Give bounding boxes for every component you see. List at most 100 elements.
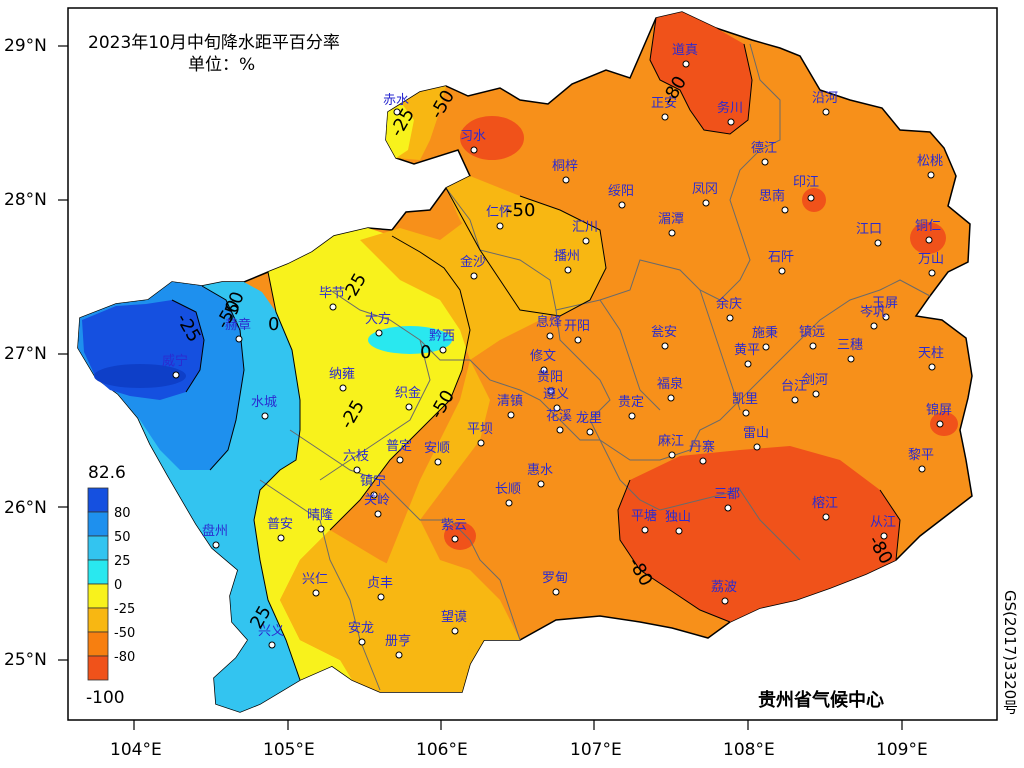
station-marker <box>628 412 636 420</box>
y-tick-label: 29°N <box>4 36 47 56</box>
station-label: 修文 <box>530 349 556 364</box>
station-marker <box>235 335 243 343</box>
station-marker <box>928 363 936 371</box>
station-label: 望谟 <box>441 609 467 625</box>
station-marker <box>668 229 676 237</box>
station-marker <box>552 588 560 596</box>
station-marker <box>556 426 564 434</box>
station-label: 贵定 <box>618 395 644 410</box>
station-label: 威宁 <box>162 353 188 369</box>
station-label: 石阡 <box>768 250 794 265</box>
station-marker <box>668 451 676 459</box>
station-label: 大方 <box>365 311 391 327</box>
station-label: 安龙 <box>348 621 374 636</box>
station-marker <box>496 222 504 230</box>
station-label: 水城 <box>251 395 277 410</box>
station-marker <box>586 428 594 436</box>
station-marker <box>353 466 361 474</box>
legend-level-label: 80 <box>114 506 131 521</box>
legend-max-value: 82.6 <box>88 463 126 483</box>
station-label: 福泉 <box>657 376 683 392</box>
station-label: 毕节 <box>319 286 345 301</box>
station-marker <box>451 535 459 543</box>
station-marker <box>562 176 570 184</box>
station-marker <box>546 332 554 340</box>
station-marker <box>727 118 735 126</box>
contour-lines <box>171 17 901 681</box>
station-label: 正安 <box>651 96 677 111</box>
station-marker <box>661 113 669 121</box>
station-marker <box>395 651 403 659</box>
contour-label: -50 <box>506 200 535 221</box>
station-label: 播州 <box>554 249 580 264</box>
legend-color-box <box>87 487 109 513</box>
station-marker <box>507 411 515 419</box>
zone-minus50-south <box>280 530 470 692</box>
station-label: 罗甸 <box>542 571 568 586</box>
station-label: 黄平 <box>734 343 760 358</box>
x-tick-label: 109°E <box>876 740 928 760</box>
station-marker <box>374 510 382 518</box>
station-label: 册亨 <box>385 633 411 649</box>
zone-cyan-dafang <box>368 326 452 354</box>
axis-ticks <box>58 45 903 730</box>
station-label: 玉屏 <box>872 296 898 311</box>
legend-color-box <box>87 511 109 537</box>
station-label: 织金 <box>395 385 421 401</box>
station-label: 贵阳 <box>537 370 563 385</box>
station-label: 惠水 <box>527 463 553 478</box>
station-label: 清镇 <box>497 394 523 409</box>
station-label: 盘州 <box>202 523 228 539</box>
station-marker <box>339 384 347 392</box>
station-label: 凯里 <box>732 392 758 407</box>
station-label: 紫云 <box>441 518 467 533</box>
station-marker <box>874 239 882 247</box>
station-label: 从江 <box>870 515 896 530</box>
x-tick-label: 108°E <box>723 740 775 760</box>
station-marker <box>744 360 752 368</box>
station-marker <box>822 108 830 116</box>
zone-minus80-southeast <box>618 446 900 622</box>
zone-minus50-zunyi <box>446 176 606 316</box>
legend-min-value: -100 <box>86 688 125 708</box>
station-marker <box>477 439 485 447</box>
station-label: 印江 <box>793 175 819 190</box>
legend-color-box <box>87 559 109 585</box>
legend-level-label: 0 <box>114 578 122 593</box>
legend-level-label: 50 <box>114 530 131 545</box>
station-label: 普定 <box>386 439 412 454</box>
station-marker <box>936 420 944 428</box>
station-label: 六枝 <box>343 449 369 464</box>
station-label: 关岭 <box>364 493 390 508</box>
zone-minus80-daozhen <box>650 12 752 134</box>
station-label: 江口 <box>856 222 882 237</box>
station-marker <box>261 412 269 420</box>
station-marker <box>317 525 325 533</box>
station-marker <box>928 269 936 277</box>
station-marker <box>212 541 220 549</box>
station-label: 龙里 <box>576 411 602 426</box>
zone-max-weining <box>94 364 186 388</box>
station-label: 黔西 <box>429 329 455 344</box>
y-tick-label: 27°N <box>4 344 47 364</box>
station-marker <box>822 513 830 521</box>
station-marker <box>682 60 690 68</box>
station-marker <box>699 457 707 465</box>
station-marker <box>434 458 442 466</box>
station-label: 兴仁 <box>302 572 328 587</box>
station-label: 赫章 <box>225 317 251 333</box>
station-label: 湄潭 <box>658 212 684 227</box>
x-tick-label: 106°E <box>416 740 468 760</box>
x-tick-label: 107°E <box>570 740 622 760</box>
station-label: 三都 <box>714 487 740 502</box>
legend-level-label: -80 <box>114 650 135 665</box>
station-label: 息烽 <box>536 314 562 330</box>
station-label: 仁怀 <box>486 205 512 220</box>
station-marker <box>537 480 545 488</box>
station-label: 独山 <box>665 510 691 525</box>
legend-color-box <box>87 655 109 681</box>
zone-minus50-west <box>350 206 604 692</box>
color-legend: 80 50 25 0 -25 -50 -80 <box>87 487 135 681</box>
map-unit: 单位：% <box>188 55 256 75</box>
